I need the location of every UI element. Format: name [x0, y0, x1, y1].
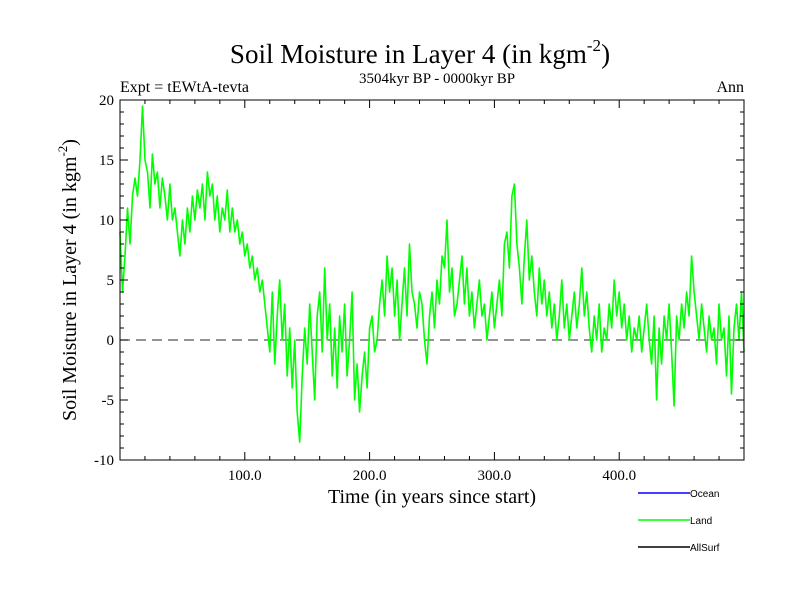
- y-tick-label: 10: [99, 213, 114, 229]
- y-tick-label: 20: [99, 93, 114, 109]
- plot-area: [119, 105, 745, 443]
- y-axis-label: Soil Moisture in Layer 4 (in kgm-2): [55, 139, 81, 421]
- series-line-land: [119, 105, 745, 443]
- y-tick-label: 5: [107, 273, 115, 289]
- legend-label-allsurf: AllSurf: [690, 543, 720, 554]
- x-tick-label: 100.0: [228, 468, 262, 484]
- chart-title: Soil Moisture in Layer 4 (in kgm-2): [230, 36, 610, 69]
- chart-subtitle: 3504kyr BP - 0000kyr BP: [359, 71, 515, 87]
- season-label: Ann: [716, 79, 744, 96]
- plot-frame: [119, 99, 745, 461]
- y-tick-label: 15: [99, 153, 114, 169]
- y-tick-label: -10: [94, 453, 114, 469]
- x-tick-label: 200.0: [353, 468, 387, 484]
- x-tick-label: 300.0: [478, 468, 512, 484]
- x-axis-label: Time (in years since start): [328, 486, 536, 508]
- y-tick-label: -5: [102, 393, 115, 409]
- y-tick-label: 0: [107, 333, 115, 349]
- experiment-label: Expt = tEWtA-tevta: [120, 79, 249, 96]
- legend-label-ocean: Ocean: [690, 489, 719, 500]
- legend: Ocean Land AllSurf: [638, 489, 720, 554]
- axis-ticks: -10 -5 0 5 10 15 20 100.0 200.0 300.0 400.0: [94, 93, 744, 484]
- x-tick-label: 400.0: [602, 468, 636, 484]
- legend-label-land: Land: [690, 516, 712, 527]
